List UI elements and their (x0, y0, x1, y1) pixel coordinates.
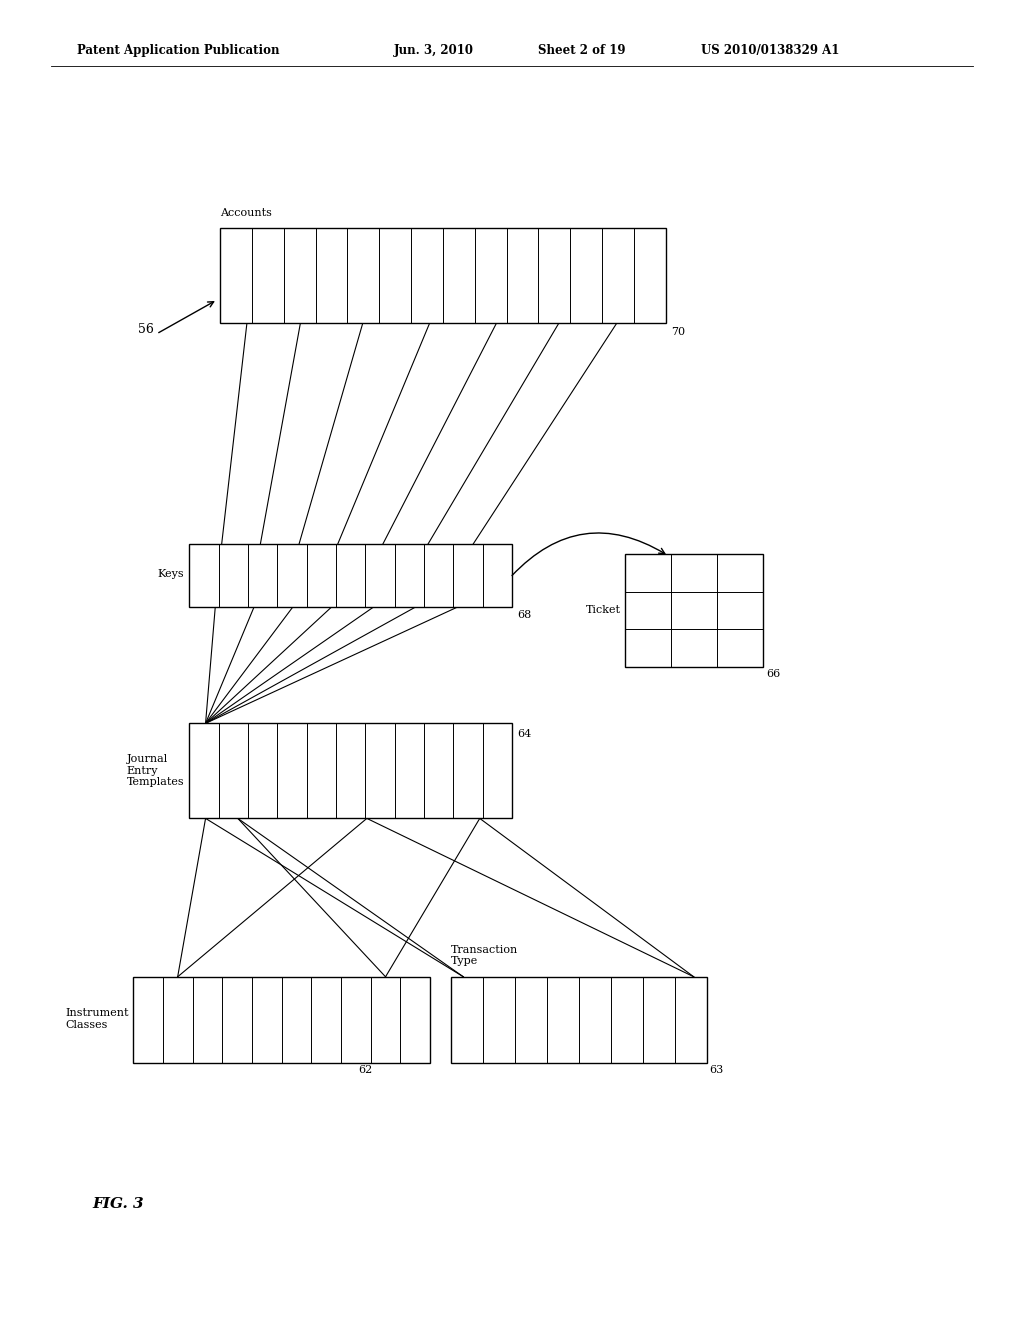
Bar (451, 977, 707, 1063)
Text: Sheet 2 of 19: Sheet 2 of 19 (538, 44, 625, 57)
Bar (625, 554, 763, 667)
Text: Accounts: Accounts (220, 207, 272, 218)
Text: 68: 68 (517, 610, 531, 620)
Bar (189, 544, 512, 607)
Text: Instrument
Classes: Instrument Classes (66, 1008, 129, 1030)
Text: Journal
Entry
Templates: Journal Entry Templates (127, 754, 184, 788)
Text: Patent Application Publication: Patent Application Publication (77, 44, 280, 57)
Text: 56: 56 (138, 323, 155, 337)
Text: 63: 63 (710, 1065, 724, 1076)
Text: US 2010/0138329 A1: US 2010/0138329 A1 (701, 44, 840, 57)
Text: FIG. 3: FIG. 3 (92, 1197, 143, 1210)
Text: Ticket: Ticket (586, 605, 621, 615)
Text: Keys: Keys (158, 569, 184, 579)
Bar (220, 228, 666, 323)
Text: 66: 66 (766, 669, 780, 680)
Bar (189, 723, 512, 818)
Text: 64: 64 (517, 729, 531, 739)
Text: 70: 70 (671, 327, 685, 338)
Text: 62: 62 (358, 1065, 373, 1076)
Text: Transaction
Type: Transaction Type (451, 945, 518, 966)
Text: Jun. 3, 2010: Jun. 3, 2010 (394, 44, 474, 57)
Bar (133, 977, 430, 1063)
